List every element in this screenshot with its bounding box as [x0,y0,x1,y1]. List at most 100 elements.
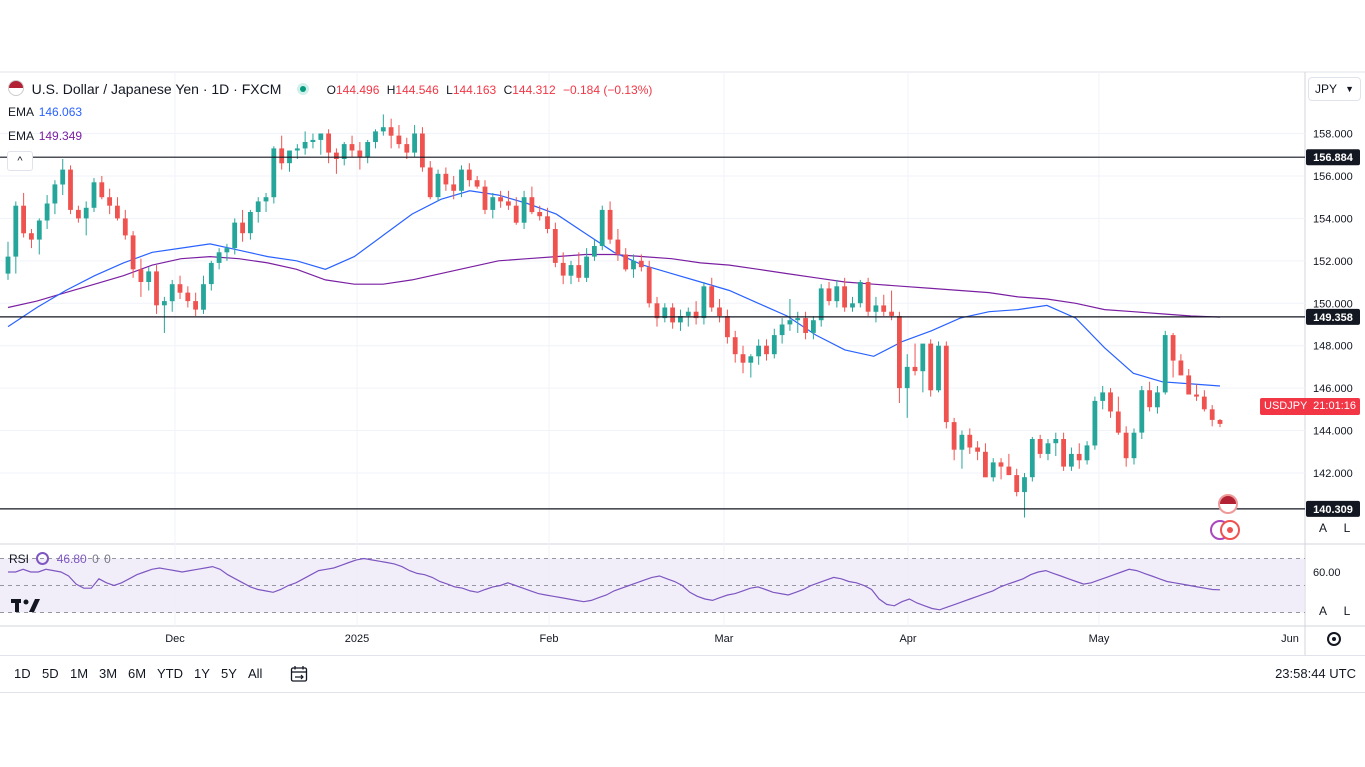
utc-clock[interactable]: 23:58:44 UTC [1275,666,1356,681]
candle [318,133,324,155]
y-tick-label: 146.000 [1313,383,1353,395]
candle [584,248,589,283]
candle-body [68,169,73,210]
rsi-auto-scale-button[interactable]: A [1318,604,1327,618]
ema-fast-legend[interactable]: EMA 146.063 [8,104,652,128]
candle [240,209,245,242]
candle [1123,426,1129,467]
candle [1006,453,1012,476]
candle-body [740,354,746,363]
candle-body [599,209,605,246]
range-button-1m[interactable]: 1M [70,666,89,681]
gear-icon[interactable] [1327,632,1341,646]
calendar-range-icon[interactable] [290,665,308,683]
candle [1209,405,1215,427]
candle [263,192,269,213]
candle-body [83,207,89,219]
candle-body [920,343,926,372]
candle-body [208,262,214,285]
candle [592,239,597,261]
auto-scale-button[interactable]: A [1318,521,1327,535]
collapse-legend-button[interactable]: ^ [7,151,33,171]
candle [834,279,840,308]
candle [552,222,558,268]
candle [795,311,801,333]
candle-body [873,305,879,312]
candle [373,129,378,149]
range-button-6m[interactable]: 6M [128,666,147,681]
candle [248,209,253,240]
candle [904,354,910,418]
candle [943,341,949,429]
candle-body [1155,392,1160,408]
candle-body [115,205,120,219]
y-tick-label: 142.000 [1313,468,1353,480]
candle [928,339,934,397]
candle [459,165,464,198]
candle-body [5,256,11,274]
event-marker-icon-2[interactable] [1220,520,1240,540]
candle [193,292,198,316]
candle-body [701,286,707,319]
range-button-5y[interactable]: 5Y [221,666,237,681]
candle [349,135,355,157]
candle [208,260,214,291]
chart-canvas[interactable]: 156.884 149.358 140.309 158.000 156.000 154.… [0,0,1365,655]
candle [185,286,191,308]
candle-body [388,127,394,136]
candle [216,248,222,270]
ema-slow-legend[interactable]: EMA 149.349 [8,128,652,152]
candle-body [412,133,417,153]
candle-body [1209,409,1215,420]
x-tick-label: May [1089,633,1110,645]
x-tick-label: Jun [1281,633,1299,645]
log-scale-button[interactable]: L [1343,521,1351,535]
open-value: 144.496 [336,83,380,97]
low-value: 144.163 [452,83,497,97]
candle [115,197,120,221]
symbol-title[interactable]: U.S. Dollar / Japanese Yen · 1D · FXCM [31,81,282,97]
candle-body [584,256,589,278]
candle-body [1069,453,1074,467]
y-tick-label: 152.000 [1313,256,1353,268]
candle [490,192,496,219]
rsi-log-scale-button[interactable]: L [1343,604,1351,618]
tradingview-logo[interactable] [11,596,43,619]
candle [1061,432,1066,471]
candle [107,188,112,215]
ema-slow-value: 149.349 [38,129,83,143]
candle [412,125,417,157]
rsi-settings-icon[interactable] [36,552,50,565]
range-button-ytd[interactable]: YTD [157,666,183,681]
tradingview-logo-icon [11,599,40,612]
candle-body [537,212,543,217]
range-button-3m[interactable]: 3M [99,666,118,681]
candle [701,282,707,325]
candle-body [474,180,480,187]
candle [21,192,26,238]
candle [756,339,761,365]
candle-body [842,286,847,308]
candle-body [341,144,347,159]
candle-body [29,233,34,240]
range-button-1y[interactable]: 1Y [194,666,210,681]
event-flag-icon[interactable] [1218,494,1238,514]
currency-select[interactable]: JPY ▼ [1308,77,1361,101]
range-button-all[interactable]: All [248,666,263,681]
candle-body [122,218,128,236]
candle-body [818,288,824,321]
candle [1022,472,1027,518]
candle [826,282,832,306]
candle [787,299,793,331]
rsi-legend[interactable]: RSI 46.80 0 0 [9,552,111,566]
candle-body [1022,477,1027,493]
candle-body [443,173,449,185]
candle-body [279,148,285,164]
candle [506,190,511,210]
range-button-1d[interactable]: 1D [14,666,31,681]
candle-body [44,203,50,221]
candle [1201,390,1207,412]
candle-body [865,282,871,312]
range-button-5d[interactable]: 5D [42,666,59,681]
